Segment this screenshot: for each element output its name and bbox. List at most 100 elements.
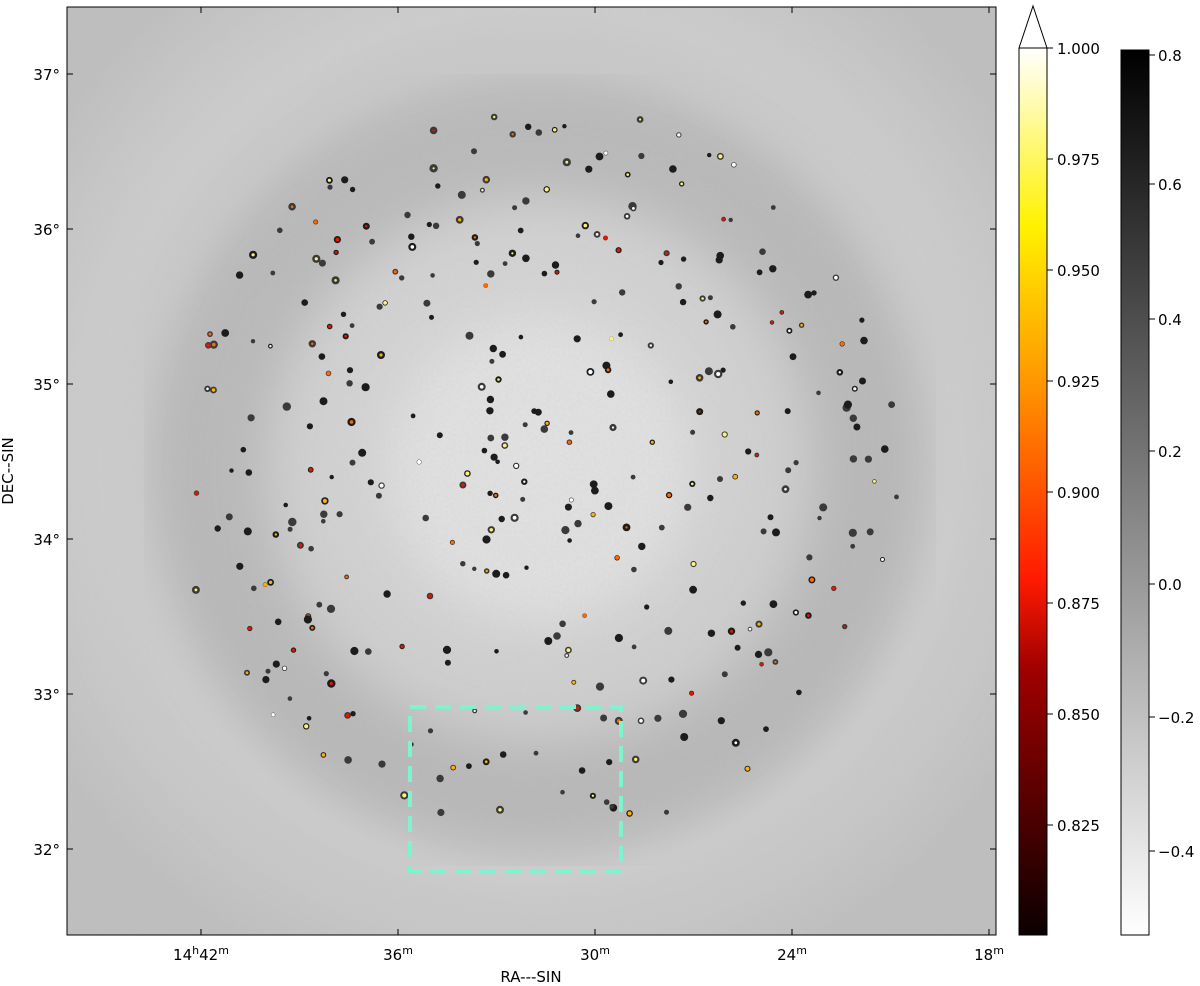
source-peak: [780, 310, 784, 314]
source-blob: [769, 265, 777, 273]
source-blob: [707, 494, 714, 502]
source-blob: [704, 367, 713, 376]
source-blob: [866, 528, 874, 536]
source-peak: [691, 562, 696, 566]
source-blob: [789, 353, 797, 361]
source-peak: [212, 342, 216, 347]
source-blob: [432, 222, 440, 229]
source-peak: [545, 421, 549, 425]
source-peak: [689, 691, 694, 696]
source-peak: [494, 494, 498, 497]
colorbar-gray-tick: 0.4: [1158, 311, 1182, 329]
source-blob: [760, 528, 767, 535]
source-blob: [567, 538, 572, 543]
source-peak: [481, 189, 484, 192]
source-blob: [848, 528, 857, 537]
source-peak: [290, 205, 294, 208]
source-blob: [522, 422, 528, 428]
source-peak: [282, 666, 287, 671]
source-blob: [721, 671, 728, 678]
source-blob: [589, 480, 598, 489]
source-peak: [321, 753, 326, 757]
source-peak: [595, 233, 599, 236]
source-blob: [544, 637, 553, 645]
source-blob: [487, 270, 495, 278]
source-peak: [755, 411, 759, 415]
source-blob: [559, 620, 566, 628]
source-blob: [630, 474, 636, 480]
source-blob: [631, 566, 637, 573]
source-peak: [498, 808, 502, 812]
source-peak: [722, 432, 727, 437]
source-peak: [704, 320, 708, 324]
source-blob: [770, 205, 776, 210]
source-peak: [809, 577, 815, 583]
source-peak: [314, 257, 318, 261]
source-blob: [326, 604, 336, 614]
source-peak: [800, 323, 803, 327]
source-blob: [243, 527, 252, 536]
source-blob: [340, 311, 347, 317]
source-peak: [774, 660, 777, 664]
source-peak: [625, 526, 628, 529]
source-peak: [733, 474, 738, 479]
source-peak: [583, 223, 588, 228]
source-blob: [308, 545, 314, 552]
source-blob: [225, 513, 233, 521]
colorbar-gray-tick: 0.6: [1158, 176, 1182, 194]
source-blob: [562, 124, 567, 129]
source-peak: [641, 678, 646, 683]
source-blob: [785, 467, 792, 474]
source-blob: [551, 261, 560, 269]
source-blob: [429, 314, 434, 320]
source-peak: [502, 443, 507, 448]
source-peak: [838, 371, 841, 374]
source-blob: [644, 604, 650, 610]
source-blob: [321, 518, 326, 524]
source-peak: [572, 680, 576, 684]
source-blob: [668, 676, 675, 683]
source-blob: [607, 390, 615, 398]
source-blob: [490, 453, 498, 461]
source-blob: [664, 809, 669, 815]
source-peak: [553, 128, 557, 132]
y-tick-label: 34°: [33, 531, 60, 549]
source-blob: [707, 295, 713, 301]
source-peak: [484, 178, 488, 182]
source-peak: [634, 757, 638, 762]
source-blob: [734, 644, 741, 651]
source-blob: [568, 430, 574, 435]
source-peak: [625, 214, 629, 218]
source-peak: [722, 217, 725, 221]
source-blob: [316, 601, 323, 608]
source-blob: [287, 696, 293, 701]
source-blob: [850, 543, 856, 549]
source-blob: [502, 571, 510, 579]
source-blob: [658, 524, 665, 531]
source-blob: [606, 759, 613, 766]
source-peak: [701, 297, 704, 300]
source-peak: [511, 133, 514, 136]
source-blob: [426, 221, 432, 228]
source-blob: [472, 566, 477, 571]
source-blob: [853, 423, 861, 431]
source-blob: [349, 186, 356, 193]
source-blob: [221, 329, 230, 337]
source-blob: [609, 804, 615, 809]
source-peak: [274, 533, 277, 536]
source-peak: [410, 245, 415, 249]
source-peak: [615, 555, 620, 560]
source-blob: [350, 646, 359, 656]
source-blob: [423, 299, 431, 307]
source-blob: [350, 711, 356, 717]
source-blob: [323, 671, 329, 677]
source-peak: [565, 160, 569, 164]
source-blob: [518, 334, 524, 340]
source-blob: [756, 269, 763, 276]
source-blob: [819, 503, 828, 512]
source-peak: [512, 515, 517, 520]
source-blob: [283, 502, 289, 508]
source-peak: [569, 498, 574, 502]
source-blob: [764, 648, 773, 657]
source-peak: [334, 279, 337, 282]
